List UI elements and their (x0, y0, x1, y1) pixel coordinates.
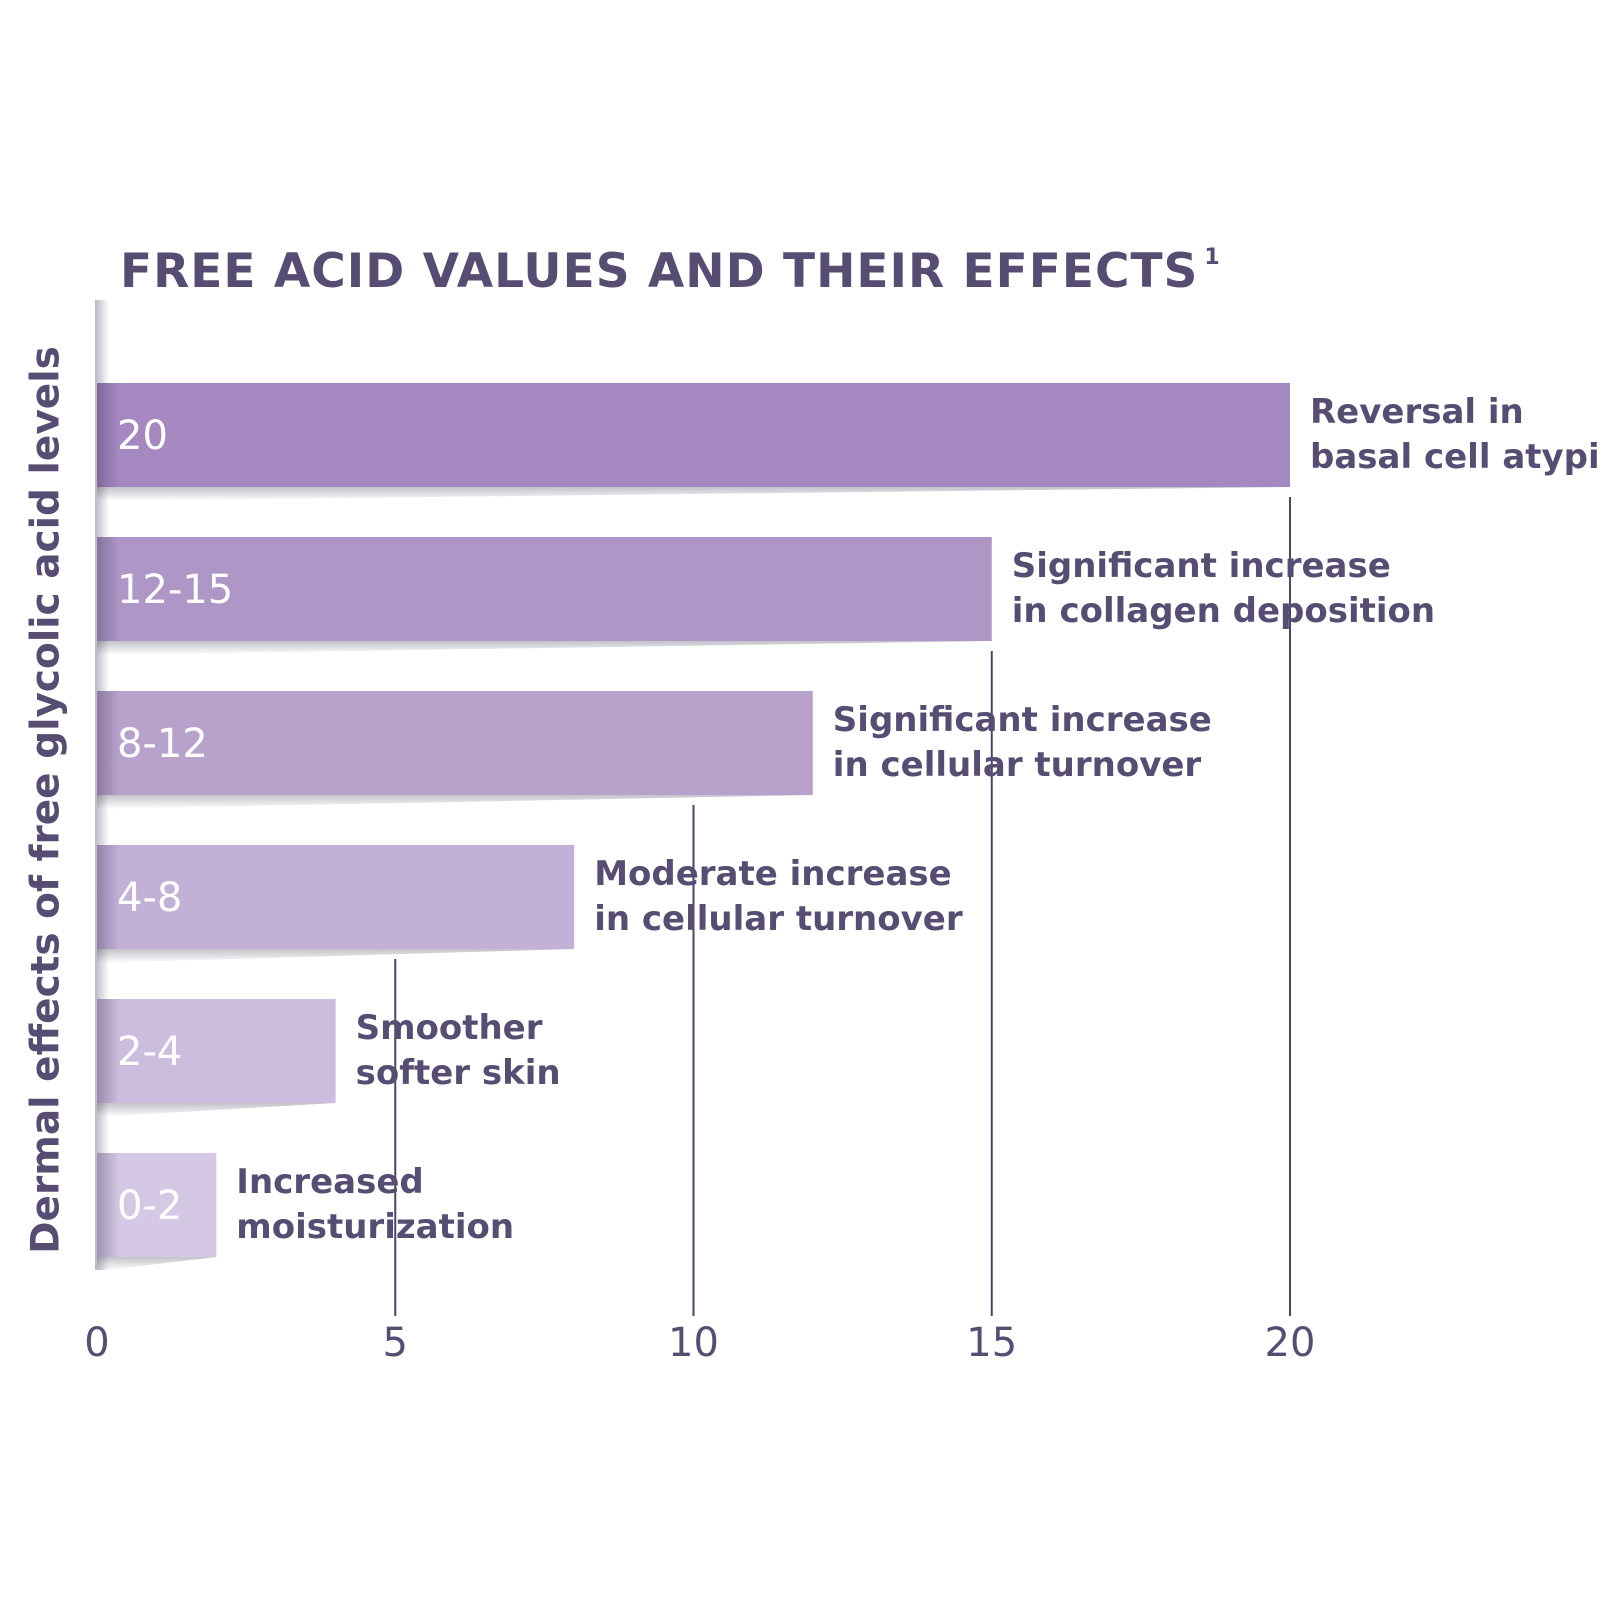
bar-edge-shade (97, 383, 119, 487)
bar-value-label: 20 (117, 413, 168, 459)
x-tick-label: 5 (383, 1320, 408, 1366)
bar-effect-label: Significant increase (1012, 546, 1391, 586)
bar-group: 2-4 Smoother softer skin (97, 999, 561, 1117)
bar-group: 0-2 Increased moisturization (97, 1153, 514, 1271)
x-tick-label: 10 (668, 1320, 719, 1366)
bar-edge-shade (97, 999, 119, 1103)
bar-effect-label: in collagen deposition (1012, 591, 1435, 631)
bar-shadow (97, 641, 992, 655)
chart-title-text: FREE ACID VALUES AND THEIR EFFECTS (120, 244, 1199, 299)
bar-edge-shade (97, 691, 119, 795)
bar-edge-shade (97, 845, 119, 949)
bar-value-label: 12-15 (117, 567, 233, 613)
bar-value-label: 4-8 (117, 875, 182, 921)
bar-edge-shade (97, 1153, 119, 1257)
bar-group: 12-15 Significant increase in collagen dep… (97, 537, 1435, 655)
bar-effect-label: Increased (236, 1162, 423, 1202)
bar-effect-label: basal cell atypia (1310, 437, 1600, 477)
bar-group: 8-12 Significant increase in cellular turn… (97, 691, 1212, 809)
bar-edge-shade (97, 537, 119, 641)
bar-effect-label: moisturization (236, 1207, 514, 1247)
bar-value-label: 0-2 (117, 1183, 182, 1229)
bar-effect-label: Reversal in (1310, 392, 1524, 432)
bar-effect-label: Moderate increase (594, 854, 952, 894)
x-tick-label: 15 (966, 1320, 1017, 1366)
bar (97, 537, 992, 641)
bar-shadow (97, 1257, 217, 1271)
title-footnote-marker: 1 (1204, 245, 1221, 271)
bar-group: 20 Reversal in basal cell atypia (97, 383, 1600, 501)
bar-shadow (97, 949, 575, 963)
bar-effect-label: Significant increase (833, 700, 1212, 740)
bar-shadow (97, 795, 813, 809)
bar (97, 845, 575, 949)
bar-effect-label: in cellular turnover (833, 745, 1202, 785)
chart-title: FREE ACID VALUES AND THEIR EFFECTS 1 (120, 244, 1221, 299)
x-tick-label: 20 (1265, 1320, 1316, 1366)
bar (97, 999, 336, 1103)
bar-value-label: 2-4 (117, 1029, 182, 1075)
bar-effect-label: in cellular turnover (594, 899, 963, 939)
bar-effect-label: Smoother (356, 1008, 543, 1048)
x-tick-label: 0 (84, 1320, 109, 1366)
bar-effect-label: softer skin (356, 1053, 561, 1093)
bar-group: 4-8 Moderate increase in cellular turnover (97, 845, 963, 963)
bar-shadow (97, 487, 1290, 501)
bar-shadow (97, 1103, 336, 1117)
bar (97, 691, 813, 795)
bar-value-label: 8-12 (117, 721, 208, 767)
bar (97, 383, 1290, 487)
